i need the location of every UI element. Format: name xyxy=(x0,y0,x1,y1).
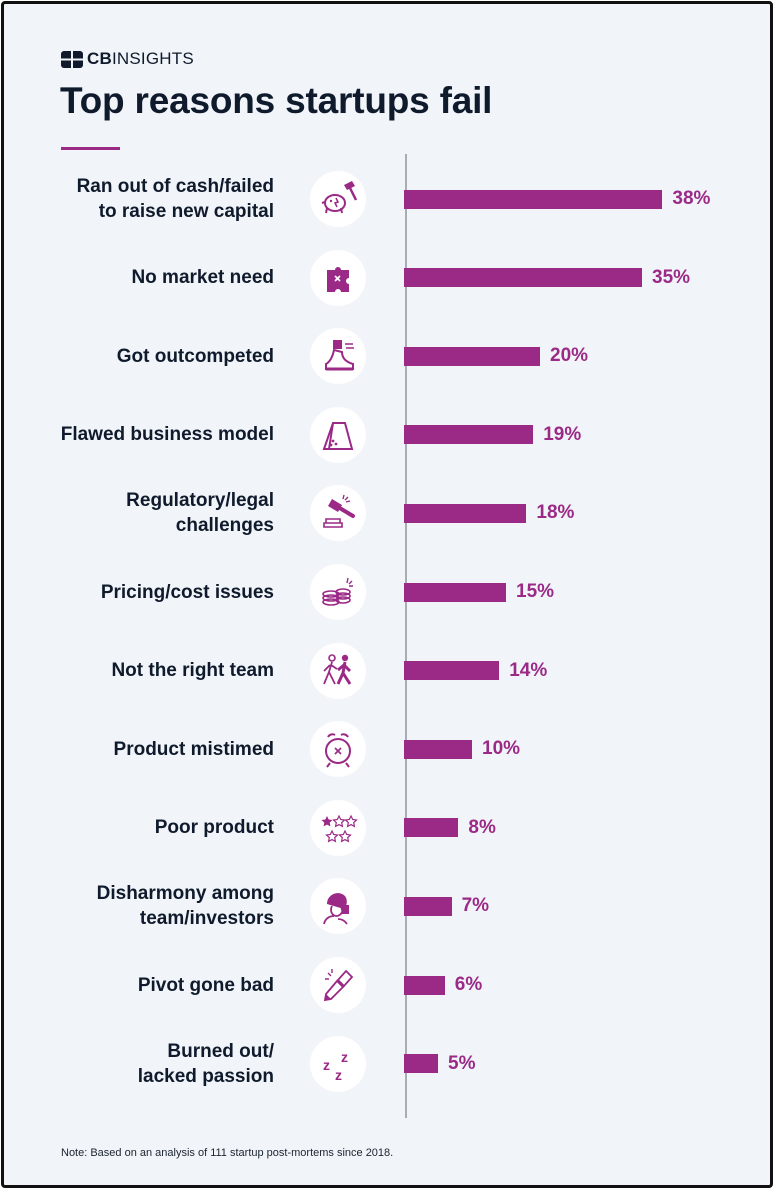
bar-category-label-line: Burned out/ xyxy=(167,1040,274,1062)
bar-category-label-line: lacked passion xyxy=(137,1065,274,1087)
bar-value-label: 18% xyxy=(536,502,575,524)
bar xyxy=(404,661,500,681)
house-of-cards-icon xyxy=(310,406,366,463)
bar-category-label-line: Pivot gone bad xyxy=(137,974,274,996)
bar-category-label: Product mistimed xyxy=(14,737,274,762)
bar xyxy=(404,346,540,366)
bar xyxy=(404,975,445,995)
chart-axis-line xyxy=(405,154,407,1118)
puzzle-piece-icon xyxy=(310,249,366,306)
bar-category-label: Poor product xyxy=(14,815,274,840)
bar-category-label-line: Not the right team xyxy=(111,660,274,682)
gavel-icon xyxy=(310,485,366,542)
bar-category-label-line: Regulatory/legal xyxy=(126,490,274,512)
bar-category-label-line: to raise new capital xyxy=(98,201,274,222)
piggy-bank-hammer-icon xyxy=(310,171,366,227)
coin-stack-icon xyxy=(310,564,366,620)
cb-insights-logo: CBINSIGHTS xyxy=(61,49,194,69)
svg-text:z: z xyxy=(323,1057,330,1073)
bar-category-label-line: Disharmony among xyxy=(96,883,274,905)
bar xyxy=(404,189,663,209)
bar-value-label: 10% xyxy=(482,738,521,760)
bar-category-label: Got outcompeted xyxy=(14,344,274,369)
bar-category-label: Pricing/cost issues xyxy=(14,580,274,605)
alarm-clock-icon xyxy=(310,721,366,778)
bar-category-label-line: Poor product xyxy=(154,817,274,839)
bar xyxy=(404,739,472,759)
logo-wordmark: CBINSIGHTS xyxy=(87,49,194,68)
bar-category-label: Not the right team xyxy=(14,658,274,683)
bar-value-label: 38% xyxy=(672,188,711,209)
bar xyxy=(404,896,452,916)
rating-stars-icon xyxy=(310,799,366,856)
bar-category-label: Flawed business model xyxy=(14,422,274,447)
bar-category-label: Ran out of cash/failed to raise new capit… xyxy=(14,174,274,224)
bar-value-label: 14% xyxy=(509,659,548,681)
bar-category-label-line: Got outcompeted xyxy=(116,345,274,367)
bar-value-label: 15% xyxy=(516,581,555,602)
bar-value-label: 5% xyxy=(448,1052,476,1074)
bar xyxy=(404,582,506,602)
bar-category-label: Regulatory/legal challenges xyxy=(14,488,274,538)
svg-text:z: z xyxy=(335,1067,342,1083)
bar-category-label-line: Ran out of cash/failed xyxy=(76,176,274,197)
bar-category-label: Pivot gone bad xyxy=(14,973,274,998)
bar-value-label: 20% xyxy=(550,345,589,367)
bar-category-label-line: No market need xyxy=(131,267,274,289)
bar-category-label-line: Pricing/cost issues xyxy=(100,581,274,603)
page-title: Top reasons startups fail xyxy=(60,80,493,121)
bar-value-label: 19% xyxy=(543,423,582,445)
bar-category-label-line: Flawed business model xyxy=(60,424,274,446)
bar-value-label: 8% xyxy=(468,816,496,838)
walking-people-icon xyxy=(310,642,366,699)
bar-category-label-line: team/investors xyxy=(139,908,274,930)
svg-text:z: z xyxy=(341,1049,348,1065)
bar-value-label: 6% xyxy=(454,974,483,995)
bar-category-label-line: challenges xyxy=(175,515,274,537)
broken-pencil-icon xyxy=(310,957,366,1013)
bar-category-label: Burned out/lacked passion xyxy=(14,1039,274,1089)
running-shoe-icon xyxy=(310,328,366,385)
bar xyxy=(404,818,459,838)
bar xyxy=(404,1054,438,1074)
frustrated-person-icon xyxy=(310,878,366,935)
title-accent-line xyxy=(61,147,120,150)
bar-value-label: 35% xyxy=(652,266,691,288)
bar xyxy=(404,503,527,523)
bar xyxy=(404,268,642,288)
bar-value-label: 7% xyxy=(461,895,490,917)
bar-category-label-line: Product mistimed xyxy=(113,738,274,760)
bar-category-label: Disharmony among team/investors xyxy=(14,881,274,931)
bar-category-label: No market need xyxy=(14,265,274,290)
cb-insights-logo-mark-icon xyxy=(61,50,83,68)
bar xyxy=(404,425,534,445)
footnote: Note: Based on an analysis of 111 startu… xyxy=(61,1147,394,1159)
